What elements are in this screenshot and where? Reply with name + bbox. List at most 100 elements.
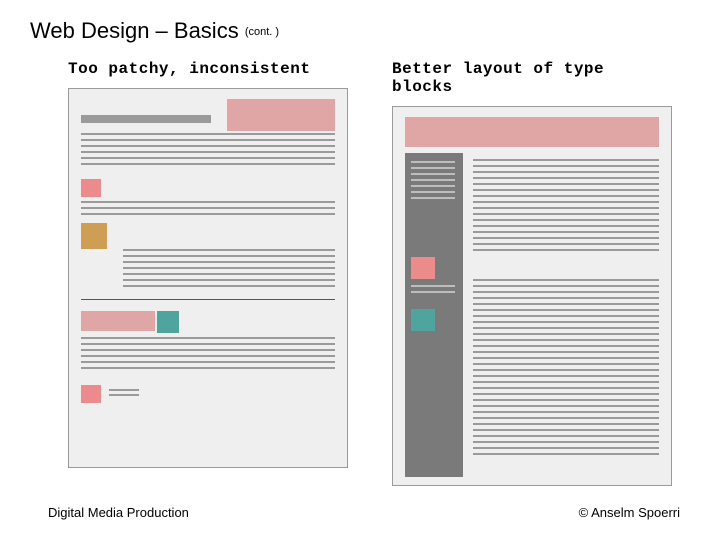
body-line bbox=[81, 139, 335, 141]
body-line bbox=[81, 207, 335, 209]
body-line bbox=[473, 237, 659, 239]
body-line bbox=[473, 399, 659, 401]
body-line bbox=[473, 225, 659, 227]
body-line bbox=[81, 367, 335, 369]
body-line bbox=[81, 145, 335, 147]
sidebar-line bbox=[411, 179, 455, 181]
body-line bbox=[473, 249, 659, 251]
body-line bbox=[473, 393, 659, 395]
body-line bbox=[473, 183, 659, 185]
sidebar-line bbox=[411, 167, 455, 169]
left-heading: Too patchy, inconsistent bbox=[68, 60, 348, 78]
sidebar-line bbox=[411, 161, 455, 163]
body-line bbox=[81, 133, 335, 135]
body-line bbox=[123, 273, 335, 275]
body-line bbox=[123, 249, 335, 251]
sidebar-line bbox=[411, 291, 455, 293]
body-line bbox=[81, 213, 335, 215]
body-line bbox=[473, 213, 659, 215]
body-line bbox=[473, 201, 659, 203]
sidebar-line bbox=[411, 285, 455, 287]
body-line bbox=[473, 171, 659, 173]
header-band bbox=[405, 117, 659, 147]
body-line bbox=[473, 405, 659, 407]
body-line bbox=[81, 355, 335, 357]
body-line bbox=[473, 243, 659, 245]
footer-left: Digital Media Production bbox=[48, 505, 189, 520]
body-line bbox=[473, 351, 659, 353]
body-line bbox=[473, 357, 659, 359]
body-line bbox=[473, 453, 659, 455]
panels: Too patchy, inconsistent Better layout o… bbox=[68, 60, 672, 486]
body-line bbox=[473, 177, 659, 179]
body-line bbox=[473, 327, 659, 329]
sidebar-line bbox=[411, 191, 455, 193]
body-line bbox=[473, 315, 659, 317]
title-main: Web Design – Basics bbox=[30, 18, 239, 43]
body-line bbox=[123, 255, 335, 257]
right-mock-page bbox=[392, 106, 672, 486]
body-line bbox=[473, 285, 659, 287]
left-panel: Too patchy, inconsistent bbox=[68, 60, 348, 486]
body-line bbox=[473, 297, 659, 299]
title-cont: (cont. ) bbox=[245, 26, 279, 38]
sidebar-line bbox=[411, 197, 455, 199]
body-line bbox=[473, 309, 659, 311]
left-mock-page bbox=[68, 88, 348, 468]
body-line bbox=[81, 361, 335, 363]
body-line bbox=[473, 339, 659, 341]
body-line bbox=[473, 159, 659, 161]
body-line bbox=[473, 303, 659, 305]
body-line bbox=[123, 267, 335, 269]
body-line bbox=[81, 151, 335, 153]
body-line bbox=[473, 363, 659, 365]
body-line bbox=[81, 163, 335, 165]
body-line bbox=[123, 261, 335, 263]
body-line bbox=[473, 195, 659, 197]
body-line bbox=[473, 189, 659, 191]
body-line bbox=[81, 201, 335, 203]
body-line bbox=[473, 369, 659, 371]
hero-image-block bbox=[227, 99, 335, 131]
sidebar-line bbox=[411, 173, 455, 175]
body-line bbox=[123, 279, 335, 281]
sidebar-image bbox=[411, 309, 435, 331]
body-line bbox=[473, 231, 659, 233]
right-heading: Better layout of type blocks bbox=[392, 60, 672, 96]
body-line bbox=[473, 447, 659, 449]
body-line bbox=[123, 285, 335, 287]
inline-image bbox=[81, 223, 107, 249]
body-line bbox=[81, 349, 335, 351]
body-line bbox=[81, 343, 335, 345]
footer-right: © Anselm Spoerri bbox=[579, 505, 680, 520]
right-panel: Better layout of type blocks bbox=[392, 60, 672, 486]
body-line bbox=[81, 337, 335, 339]
title-bar bbox=[81, 115, 211, 123]
body-line bbox=[473, 435, 659, 437]
divider bbox=[81, 299, 335, 300]
body-line bbox=[473, 219, 659, 221]
inline-image bbox=[81, 385, 101, 403]
slide-title: Web Design – Basics (cont. ) bbox=[30, 18, 279, 44]
inline-image bbox=[81, 179, 101, 197]
body-line bbox=[473, 321, 659, 323]
body-line bbox=[473, 423, 659, 425]
body-line bbox=[473, 417, 659, 419]
sidebar-line bbox=[411, 185, 455, 187]
body-line bbox=[473, 429, 659, 431]
body-line bbox=[473, 387, 659, 389]
inline-image bbox=[157, 311, 179, 333]
body-line bbox=[473, 165, 659, 167]
body-line bbox=[473, 291, 659, 293]
body-line bbox=[473, 381, 659, 383]
caption-line bbox=[109, 389, 139, 391]
body-line bbox=[473, 207, 659, 209]
body-line bbox=[473, 333, 659, 335]
subhead-block bbox=[81, 311, 155, 331]
caption-line bbox=[109, 394, 139, 396]
body-line bbox=[473, 411, 659, 413]
body-line bbox=[473, 345, 659, 347]
sidebar-image bbox=[411, 257, 435, 279]
body-line bbox=[473, 375, 659, 377]
body-line bbox=[473, 279, 659, 281]
